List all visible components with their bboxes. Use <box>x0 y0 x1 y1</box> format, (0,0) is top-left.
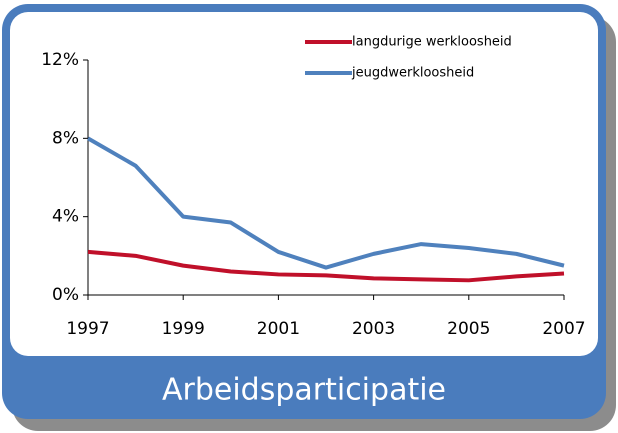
x-tick-label: 2001 <box>257 319 300 339</box>
legend-label: jeugdwerkloosheid <box>351 66 474 81</box>
x-tick-label: 1999 <box>162 319 205 339</box>
x-tick-label: 2003 <box>352 319 395 339</box>
x-tick-label: 2007 <box>542 319 585 339</box>
plot-panel <box>10 12 598 356</box>
series-line <box>87 249 565 283</box>
y-tick-label: 0% <box>52 285 79 305</box>
y-tick-label: 12% <box>41 50 79 70</box>
series-line <box>87 136 565 270</box>
chart-title: Arbeidsparticipatie <box>162 373 446 408</box>
y-tick-label: 8% <box>52 128 79 148</box>
x-tick-label: 1997 <box>66 319 109 339</box>
x-tick-label: 2005 <box>447 319 490 339</box>
y-tick-label: 4% <box>52 207 79 227</box>
legend-label: langdurige werkloosheid <box>352 35 512 50</box>
